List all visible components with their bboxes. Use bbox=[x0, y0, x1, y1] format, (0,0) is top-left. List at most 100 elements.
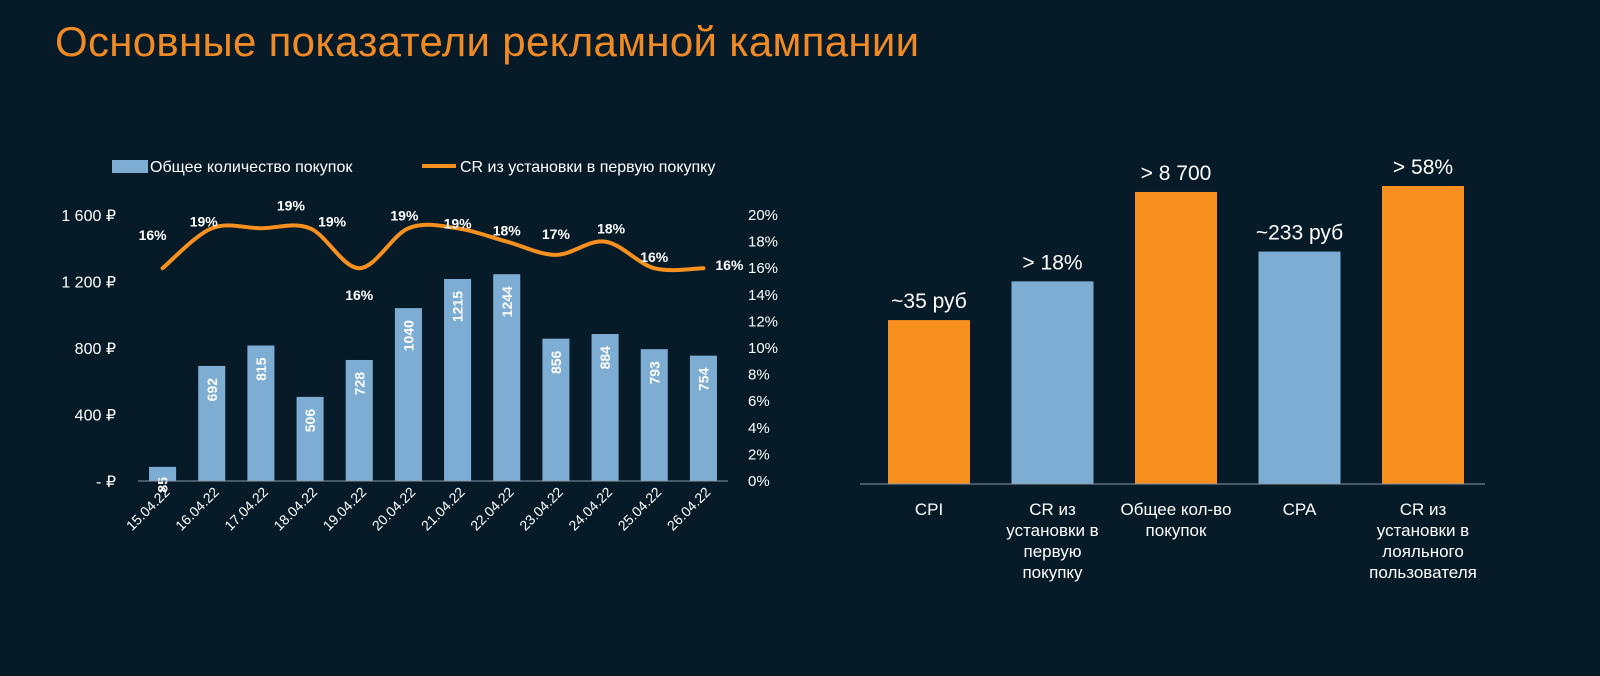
purchase-bar-value-label: 1040 bbox=[400, 320, 416, 351]
legend-label-purchases: Общее количество покупок bbox=[150, 159, 353, 176]
left-y-tick-label: - ₽ bbox=[96, 474, 116, 491]
kpi-category-labels: CPI CR из установки в первую покупку Общее ко… bbox=[915, 500, 1477, 582]
kpi-summary-chart: ~35 руб > 18% > 8 700 ~233 руб > 58% CPI CR и… bbox=[860, 156, 1485, 582]
purchase-bar bbox=[296, 396, 324, 481]
x-tick-date-label: 19.04.22 bbox=[320, 484, 370, 534]
x-tick-date-label: 15.04.22 bbox=[123, 484, 173, 534]
purchase-bar bbox=[493, 274, 521, 481]
cr-line-value-label: 19% bbox=[444, 215, 473, 231]
kpi-bar bbox=[1011, 281, 1094, 484]
left-y-tick-label: 400 ₽ bbox=[75, 408, 116, 425]
legend-swatch-bars bbox=[112, 160, 148, 173]
right-y-tick-label: 12% bbox=[748, 313, 778, 330]
left-y-tick-label: 1 200 ₽ bbox=[61, 275, 116, 292]
x-tick-date-label: 16.04.22 bbox=[172, 484, 222, 534]
purchase-bar-value-label: 884 bbox=[597, 346, 613, 370]
kpi-category-label-line: покупку bbox=[1022, 563, 1083, 582]
cr-line-value-label: 19% bbox=[318, 213, 347, 229]
purchase-bar-value-label: 728 bbox=[351, 372, 367, 396]
cr-line-value-label: 16% bbox=[640, 249, 669, 265]
kpi-category-label-line: лояльного bbox=[1382, 542, 1464, 561]
left-y-axis: - ₽ 400 ₽ 800 ₽ 1 200 ₽ 1 600 ₽ bbox=[61, 208, 116, 491]
kpi-bars: ~35 руб > 18% > 8 700 ~233 руб > 58% bbox=[888, 156, 1464, 484]
x-tick-date-label: 20.04.22 bbox=[369, 484, 419, 534]
kpi-category-label-line: установки в bbox=[1377, 521, 1469, 540]
kpi-category-label-line: CR из bbox=[1400, 500, 1447, 519]
kpi-bar-value-label: ~233 руб bbox=[1256, 222, 1343, 245]
kpi-bar-value-label: > 8 700 bbox=[1141, 162, 1212, 185]
kpi-bar bbox=[1135, 191, 1217, 484]
x-tick-date-label: 22.04.22 bbox=[467, 484, 517, 534]
cr-line-value-label: 16% bbox=[139, 227, 168, 243]
x-tick-date-label: 23.04.22 bbox=[516, 484, 566, 534]
x-tick-date-label: 26.04.22 bbox=[664, 484, 714, 534]
left-y-tick-label: 800 ₽ bbox=[75, 341, 116, 358]
kpi-category-label-line: пользователя bbox=[1369, 563, 1477, 582]
purchase-bar bbox=[394, 308, 422, 481]
cr-line-series: 16% 19% 19% 19% 16% 19% 19% 18% 17% 18% 16% 16% bbox=[139, 197, 744, 303]
purchase-bar-value-label: 793 bbox=[646, 361, 662, 385]
right-y-tick-label: 8% bbox=[748, 367, 770, 384]
legend-label-cr: CR из установки в первую покупку bbox=[460, 159, 715, 176]
purchase-bar bbox=[591, 334, 619, 481]
right-y-tick-label: 2% bbox=[748, 446, 770, 463]
left-y-tick-label: 1 600 ₽ bbox=[61, 208, 116, 225]
cr-line-path bbox=[160, 222, 706, 273]
kpi-bar bbox=[1258, 251, 1341, 484]
kpi-category-label-line: Общее кол-во bbox=[1121, 500, 1232, 519]
purchase-bar bbox=[689, 355, 717, 481]
right-y-tick-label: 16% bbox=[748, 260, 778, 277]
cr-line-value-label: 16% bbox=[715, 257, 744, 273]
purchase-bar bbox=[444, 279, 472, 481]
kpi-category-label-line: CPA bbox=[1283, 500, 1317, 519]
cr-line-value-label: 19% bbox=[277, 197, 306, 213]
purchase-bar bbox=[247, 345, 275, 481]
kpi-category-label-line: первую bbox=[1023, 542, 1081, 561]
kpi-category-label-line: установки в bbox=[1006, 521, 1098, 540]
x-tick-date-label: 25.04.22 bbox=[615, 484, 665, 534]
x-axis-tick-labels: 15.04.22 16.04.22 17.04.22 18.04.22 19.04.22… bbox=[123, 484, 714, 534]
purchase-bar bbox=[542, 338, 570, 481]
kpi-bar-value-label: > 18% bbox=[1022, 251, 1082, 274]
right-y-tick-label: 20% bbox=[748, 207, 778, 224]
cr-line-value-label: 16% bbox=[345, 287, 374, 303]
right-y-axis: 0% 2% 4% 6% 8% 10% 12% 14% 16% 18% 20% bbox=[748, 207, 778, 490]
x-tick-date-label: 18.04.22 bbox=[270, 484, 320, 534]
right-y-tick-label: 10% bbox=[748, 340, 778, 357]
purchase-bar-value-label: 754 bbox=[695, 367, 711, 391]
daily-purchases-chart: Общее количество покупок CR из установки… bbox=[61, 159, 778, 534]
right-y-tick-label: 0% bbox=[748, 473, 770, 490]
cr-line-value-label: 19% bbox=[190, 213, 219, 229]
kpi-bar-value-label: ~35 руб bbox=[891, 290, 967, 313]
purchase-bar bbox=[149, 466, 177, 481]
slide-title: Основные показатели рекламной кампании bbox=[55, 18, 920, 65]
purchase-bar bbox=[198, 365, 226, 481]
cr-line-value-label: 18% bbox=[493, 223, 522, 239]
purchase-bar bbox=[640, 349, 668, 481]
purchase-bar-value-label: 692 bbox=[204, 378, 220, 402]
cr-line-value-label: 19% bbox=[390, 207, 419, 223]
cr-line-value-label: 18% bbox=[597, 221, 626, 237]
purchase-bar-value-label: 506 bbox=[302, 409, 318, 433]
purchase-bar-value-label: 1244 bbox=[499, 286, 515, 317]
purchase-bar-value-label: 1215 bbox=[450, 291, 466, 322]
right-y-tick-label: 18% bbox=[748, 234, 778, 251]
x-tick-date-label: 24.04.22 bbox=[565, 484, 615, 534]
right-y-tick-label: 14% bbox=[748, 287, 778, 304]
kpi-bar bbox=[1382, 186, 1464, 484]
purchase-bar-value-label: 815 bbox=[253, 357, 269, 381]
left-legend: Общее количество покупок CR из установки… bbox=[112, 159, 715, 176]
kpi-category-label-line: CR из bbox=[1029, 500, 1076, 519]
purchase-bar-value-label: 856 bbox=[548, 350, 564, 374]
right-y-tick-label: 6% bbox=[748, 393, 770, 410]
x-tick-date-label: 21.04.22 bbox=[418, 484, 468, 534]
x-tick-date-label: 17.04.22 bbox=[221, 484, 271, 534]
purchase-bar bbox=[345, 359, 373, 481]
kpi-bar bbox=[888, 320, 970, 484]
cr-line-value-label: 17% bbox=[542, 226, 571, 242]
right-y-tick-label: 4% bbox=[748, 420, 770, 437]
kpi-category-label-line: CPI bbox=[915, 500, 943, 519]
kpi-category-label-line: покупок bbox=[1146, 521, 1207, 540]
kpi-bar-value-label: > 58% bbox=[1393, 156, 1453, 179]
